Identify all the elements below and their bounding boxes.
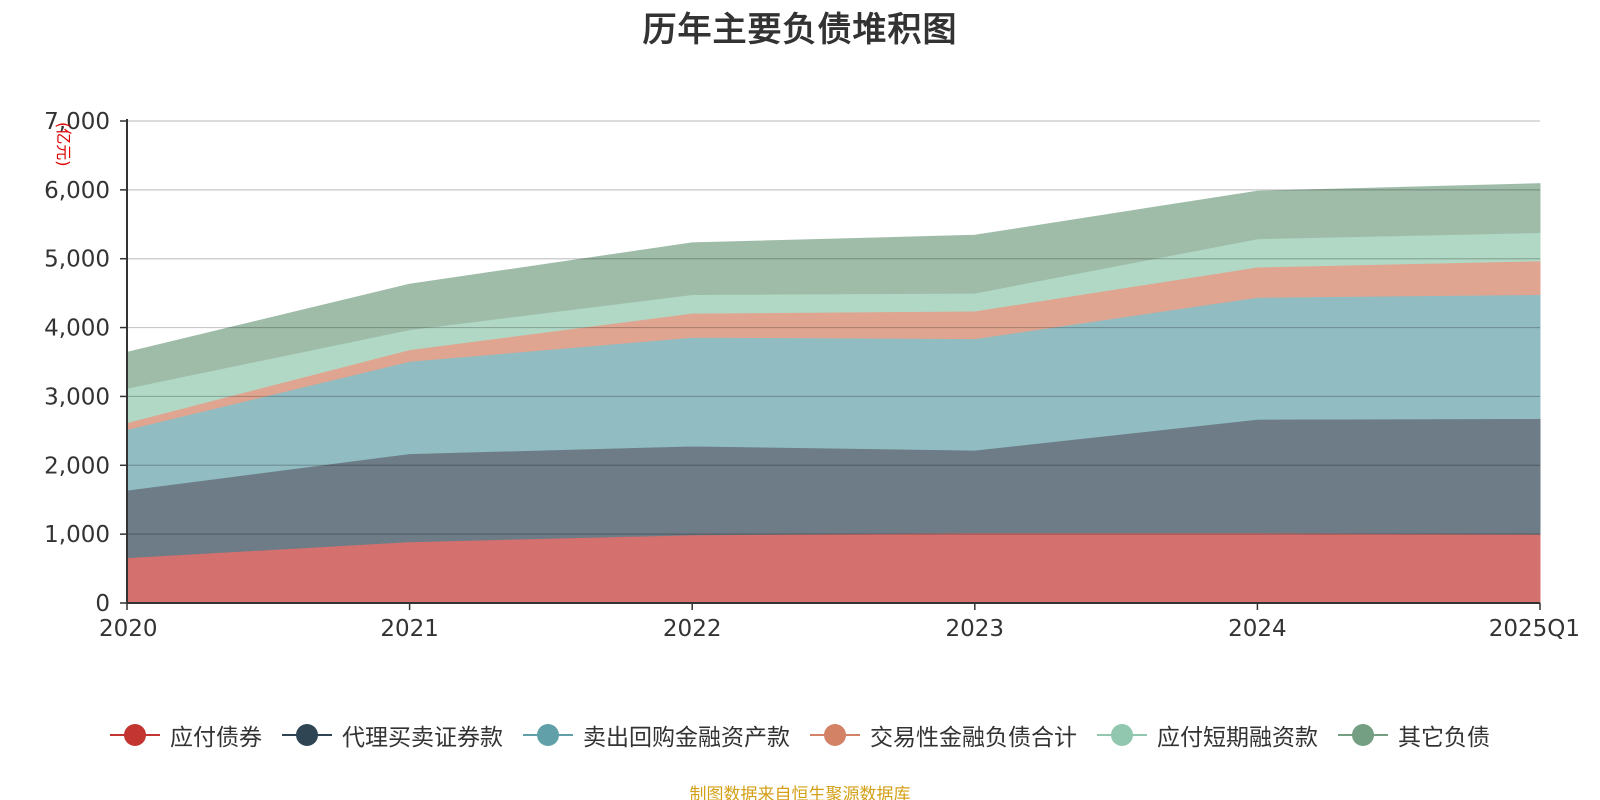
source-note: 制图数据来自恒生聚源数据库 [689, 785, 911, 800]
x-tick-label-4: 2024 [1228, 616, 1287, 642]
legend-item-4[interactable]: 应付短期融资款 [1097, 718, 1318, 752]
y-tick-label-2: 2,000 [44, 453, 110, 479]
legend-item-3[interactable]: 交易性金融负债合计 [810, 718, 1077, 752]
legend-label-2: 卖出回购金融资产款 [583, 725, 790, 751]
legend-marker-4 [1097, 723, 1147, 747]
legend-label-4: 应付短期融资款 [1157, 725, 1318, 751]
legend-item-5[interactable]: 其它负债 [1338, 718, 1490, 752]
x-tick-label-5: 2025Q1 [1489, 616, 1580, 642]
legend-label-5: 其它负债 [1398, 725, 1490, 751]
legend-label-1: 代理买卖证券款 [342, 725, 503, 751]
y-tick-label-3: 3,000 [44, 384, 110, 410]
x-tick-label-2: 2022 [663, 616, 722, 642]
legend-label-0: 应付债券 [170, 725, 262, 751]
legend-marker-5 [1338, 723, 1388, 747]
legend-marker-3 [810, 723, 860, 747]
y-tick-label-4: 4,000 [44, 316, 110, 342]
gridlines [127, 120, 1540, 535]
y-tick-label-0: 0 [95, 591, 110, 617]
x-tick-label-0: 2020 [99, 616, 158, 642]
x-tick-label-1: 2021 [380, 616, 439, 642]
y-axis-unit-label: (亿元) [54, 122, 73, 167]
axes: 0 1,000 2,000 3,000 4,000 5,000 6,000 7,000 2020… [44, 109, 1580, 642]
area-series-5 [126, 183, 1541, 389]
legend-marker-1 [282, 723, 332, 747]
y-tick-label-7: 7,000 [44, 109, 110, 135]
y-tick-label-6: 6,000 [44, 178, 110, 204]
area-series-group [126, 183, 1541, 604]
legend-item-1[interactable]: 代理买卖证券款 [282, 718, 503, 752]
chart-title: 历年主要负债堆积图 [642, 10, 958, 50]
y-tick-label-1: 1,000 [44, 522, 110, 548]
legend-label-3: 交易性金融负债合计 [870, 725, 1077, 751]
legend-item-0[interactable]: 应付债券 [110, 718, 262, 752]
legend-marker-0 [110, 723, 160, 747]
legend-marker-2 [523, 723, 573, 747]
legend-item-2[interactable]: 卖出回购金融资产款 [523, 718, 790, 752]
x-tick-label-3: 2023 [946, 616, 1005, 642]
legend: 应付债券 代理买卖证券款 卖出回购金融资产款 交易性金融负债合计 应付短期融资款 其它负债 [0, 718, 1600, 752]
y-tick-label-5: 5,000 [44, 247, 110, 273]
